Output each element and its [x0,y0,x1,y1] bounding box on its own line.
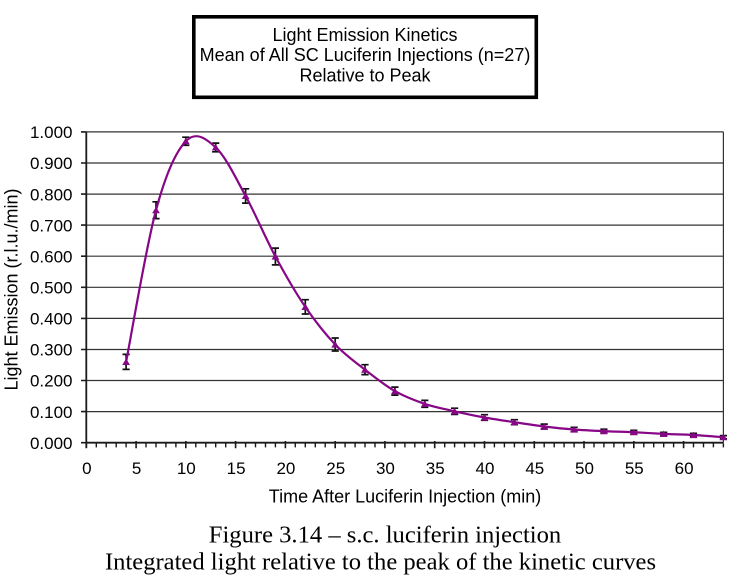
svg-text:55: 55 [625,459,644,478]
svg-text:0.900: 0.900 [30,154,73,173]
svg-text:0: 0 [82,459,91,478]
svg-text:60: 60 [675,459,694,478]
svg-text:0.400: 0.400 [30,310,73,329]
svg-text:1.000: 1.000 [30,123,73,142]
svg-text:20: 20 [276,459,295,478]
svg-text:Integrated light relative to t: Integrated light relative to the peak of… [105,549,656,576]
svg-text:Time After Luciferin Injection: Time After Luciferin Injection (min) [269,487,541,507]
svg-text:15: 15 [227,459,246,478]
svg-text:Light Emission Kinetics: Light Emission Kinetics [272,25,457,45]
svg-text:0.000: 0.000 [30,434,73,453]
svg-text:30: 30 [376,459,395,478]
svg-text:Light Emission (r.l.u./min): Light Emission (r.l.u./min) [2,188,22,390]
svg-text:0.300: 0.300 [30,341,73,360]
svg-text:Mean of All SC Luciferin Injec: Mean of All SC Luciferin Injections (n=2… [200,45,531,65]
svg-text:0.100: 0.100 [30,403,73,422]
svg-text:10: 10 [177,459,196,478]
svg-text:35: 35 [426,459,445,478]
svg-text:25: 25 [326,459,345,478]
svg-text:40: 40 [476,459,495,478]
svg-text:0.200: 0.200 [30,372,73,391]
svg-text:0.500: 0.500 [30,279,73,298]
svg-text:Relative to Peak: Relative to Peak [299,65,431,85]
svg-text:Figure 3.14 – s.c. luciferin i: Figure 3.14 – s.c. luciferin injection [209,522,561,549]
svg-text:45: 45 [525,459,544,478]
svg-text:0.800: 0.800 [30,185,73,204]
svg-text:0.700: 0.700 [30,216,73,235]
svg-text:5: 5 [132,459,141,478]
svg-text:50: 50 [575,459,594,478]
svg-text:0.600: 0.600 [30,247,73,266]
